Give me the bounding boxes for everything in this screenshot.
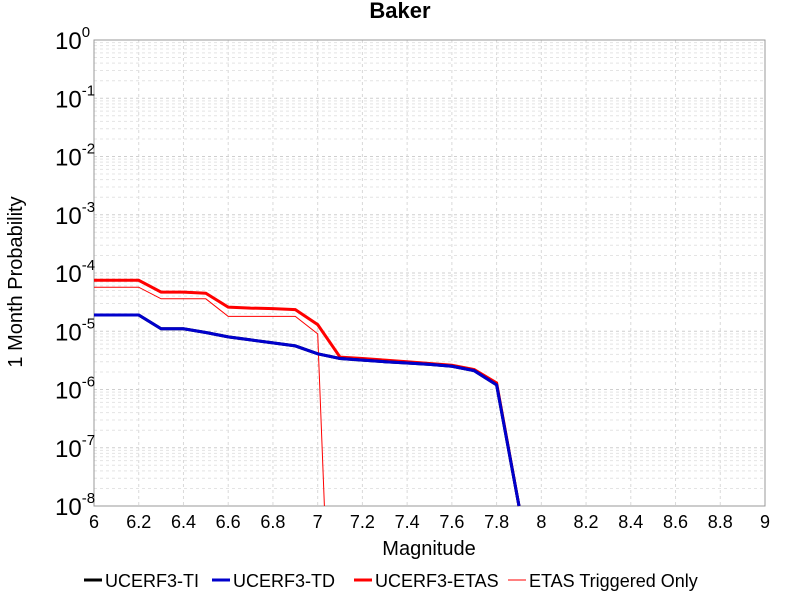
y-axis-label: 1 Month Probability bbox=[5, 196, 27, 367]
y-tick-label: 10-4 bbox=[55, 257, 95, 288]
legend-label-ucerf3-ti: UCERF3-TI bbox=[105, 571, 199, 591]
x-tick-label: 7.4 bbox=[395, 512, 420, 532]
x-tick-label: 8.6 bbox=[663, 512, 688, 532]
y-tick-label: 10-7 bbox=[55, 432, 95, 463]
y-tick-label: 100 bbox=[55, 24, 90, 55]
x-tick-label: 8.2 bbox=[574, 512, 599, 532]
y-tick-label: 10-8 bbox=[55, 490, 95, 521]
y-tick-label: 10-6 bbox=[55, 374, 95, 405]
x-tick-label: 8.4 bbox=[618, 512, 643, 532]
grid bbox=[93, 40, 766, 507]
series-line-ucerf3-ti bbox=[94, 313, 521, 507]
legend-label-ucerf3-etas: UCERF3-ETAS bbox=[375, 571, 499, 591]
y-tick-labels: 100 10-1 10-2 10-3 10-4 10-5 10-6 10-7 10-8 bbox=[55, 24, 95, 521]
legend-label-etas-triggered-only: ETAS Triggered Only bbox=[529, 571, 698, 591]
x-tick-label: 7.8 bbox=[484, 512, 509, 532]
x-tick-label: 7.2 bbox=[350, 512, 375, 532]
x-tick-label: 6.6 bbox=[216, 512, 241, 532]
y-tick-label: 10-1 bbox=[55, 82, 95, 113]
x-tick-label: 6.8 bbox=[260, 512, 285, 532]
x-tick-labels: 6 6.2 6.4 6.6 6.8 7 7.2 7.4 7.6 7.8 8 8.2 8.4 8.6 8.8 9 bbox=[89, 512, 770, 532]
series-line-ucerf3-td bbox=[94, 313, 521, 507]
x-tick-label: 8.8 bbox=[708, 512, 733, 532]
series-lines bbox=[94, 278, 521, 507]
x-axis-label: Magnitude bbox=[382, 538, 475, 560]
x-tick-label: 9 bbox=[760, 512, 770, 532]
y-tick-label: 10-2 bbox=[55, 141, 95, 172]
y-tick-label: 10-5 bbox=[55, 315, 95, 346]
x-tick-label: 6 bbox=[89, 512, 99, 532]
legend-label-ucerf3-td: UCERF3-TD bbox=[233, 571, 335, 591]
chart-title: Baker bbox=[369, 0, 431, 23]
x-tick-label: 6.2 bbox=[126, 512, 151, 532]
x-tick-label: 7 bbox=[313, 512, 323, 532]
plot-frame bbox=[93, 39, 766, 507]
y-tick-label: 10-3 bbox=[55, 199, 95, 230]
x-tick-label: 7.6 bbox=[439, 512, 464, 532]
x-tick-label: 8 bbox=[536, 512, 546, 532]
series-line-etas-triggered-only bbox=[94, 286, 325, 507]
legend: UCERF3-TI UCERF3-TD UCERF3-ETAS ETAS Trigge… bbox=[84, 571, 698, 591]
x-tick-label: 6.4 bbox=[171, 512, 196, 532]
